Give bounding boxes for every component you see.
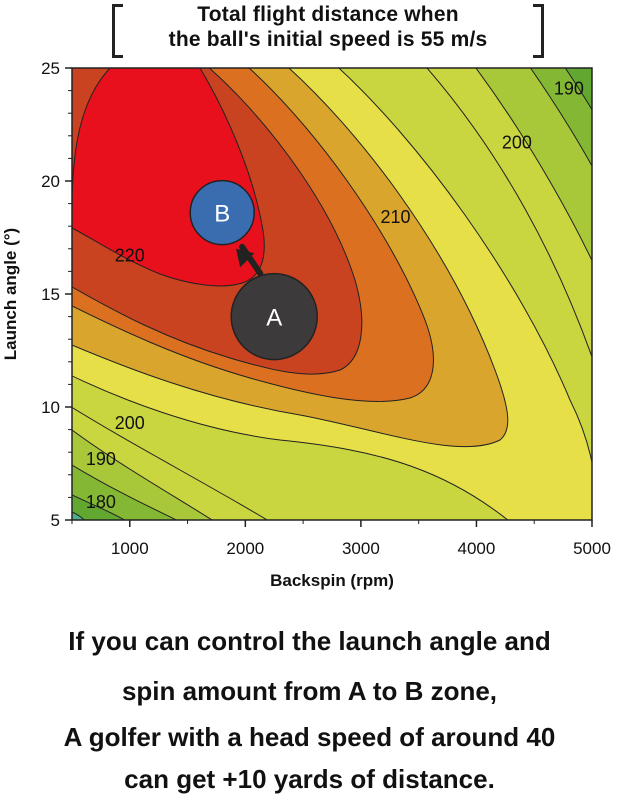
x-tick-label-5000: 5000 xyxy=(573,539,611,558)
contour-label-180: 180 xyxy=(86,492,116,512)
contour-line-210 xyxy=(72,68,434,402)
y-tick-label-15: 15 xyxy=(41,285,60,304)
x-axis-label: Backspin (rpm) xyxy=(270,571,394,590)
contour-line-185-lower xyxy=(72,464,178,520)
title-right-bracket xyxy=(533,4,544,58)
contour-line-180-upper xyxy=(564,68,592,111)
x-axis: 1000 2000 3000 4000 5000 xyxy=(71,520,611,558)
contour-line-180-lower xyxy=(72,494,126,520)
contour-band-lowerleft-180 xyxy=(72,465,177,520)
title-left-bracket xyxy=(112,4,123,58)
contour-label-220: 220 xyxy=(115,246,145,266)
marker-label-a: A xyxy=(266,305,282,332)
y-tick-label-20: 20 xyxy=(41,172,60,191)
caption-line-2: spin amount from A to B zone, xyxy=(121,676,498,706)
contour-label-190: 190 xyxy=(554,78,584,98)
y-axis-label: Launch angle (°) xyxy=(1,228,20,360)
y-tick-label-25: 25 xyxy=(41,59,60,78)
contour-label-210: 210 xyxy=(381,207,411,227)
chart-title-line-1: Total flight distance when xyxy=(197,3,459,26)
x-tick-label-4000: 4000 xyxy=(458,539,496,558)
contour-lines xyxy=(72,68,592,520)
chart-title: Total flight distance when the ball's in… xyxy=(112,2,544,58)
contour-line-200 xyxy=(72,68,592,520)
contour-label-200: 200 xyxy=(502,133,532,153)
x-tick-label-1000: 1000 xyxy=(111,539,149,558)
caption-line-4: can get +10 yards of distance. xyxy=(124,764,495,794)
arrow-head-icon xyxy=(236,248,255,268)
y-tick-label-10: 10 xyxy=(41,398,60,417)
marker-group: AB xyxy=(189,179,318,361)
contour-label-200: 200 xyxy=(115,413,145,433)
contour-line-190-upper xyxy=(475,68,592,262)
y-axis: 5 10 15 20 25 xyxy=(41,59,72,530)
y-tick-label-5: 5 xyxy=(51,511,60,530)
contour-line-175-lower xyxy=(72,511,85,520)
x-tick-label-3000: 3000 xyxy=(342,539,380,558)
marker-label-b: B xyxy=(214,201,230,228)
contour-band-upperright-185 xyxy=(530,68,592,167)
contour-line-195-upper xyxy=(426,68,592,359)
caption-line-3: A golfer with a head speed of around 40 xyxy=(63,722,556,752)
caption-line-1: If you can control the launch angle and xyxy=(68,626,551,656)
contour-chart: 1000 2000 3000 4000 5000 5 10 15 20 25 220 210 200… xyxy=(1,59,611,590)
marker-a xyxy=(230,272,318,361)
contour-line-190-lower xyxy=(72,429,214,520)
contour-band-upperright-180 xyxy=(565,68,592,110)
contour-line-215 xyxy=(72,68,363,375)
marker-b xyxy=(189,179,255,246)
contour-label-190: 190 xyxy=(86,449,116,469)
contour-label-group: 220 210 200 190 200 190 180 xyxy=(86,78,584,512)
contour-line-195-lower xyxy=(72,406,269,520)
contour-line-205 xyxy=(72,68,509,448)
x-tick-label-2000: 2000 xyxy=(226,539,264,558)
contour-line-185-upper xyxy=(529,68,592,168)
chart-title-line-2: the ball's initial speed is 55 m/s xyxy=(168,28,488,51)
